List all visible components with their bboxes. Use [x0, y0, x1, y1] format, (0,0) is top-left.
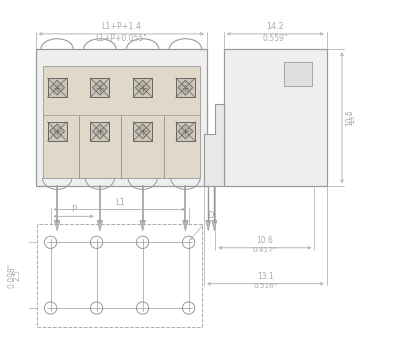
Bar [178, 124, 193, 139]
Text: L1: L1 [115, 198, 124, 207]
Bar [36, 49, 207, 186]
Bar [133, 122, 152, 141]
Bar [92, 80, 107, 95]
Bar [38, 224, 202, 326]
Text: P: P [71, 205, 76, 214]
Bar [48, 122, 67, 141]
Text: 2.5: 2.5 [12, 269, 21, 281]
Text: 13": 13" [350, 111, 356, 124]
Bar [176, 122, 195, 141]
Polygon shape [204, 104, 224, 186]
Polygon shape [97, 220, 103, 231]
Bar [133, 78, 152, 97]
Text: 10.6: 10.6 [256, 236, 273, 245]
Polygon shape [183, 220, 188, 231]
Polygon shape [206, 220, 211, 231]
Polygon shape [140, 220, 146, 231]
Text: 10.5: 10.5 [345, 109, 354, 126]
Bar [50, 80, 64, 95]
Bar [90, 78, 110, 97]
Text: D: D [191, 211, 214, 239]
Bar [48, 78, 67, 97]
Text: 13.1: 13.1 [257, 272, 274, 281]
Bar [176, 78, 195, 97]
Bar [135, 80, 150, 95]
Text: 14.2: 14.2 [266, 22, 284, 31]
Bar [284, 62, 312, 86]
Bar [178, 80, 193, 95]
Text: 0.516": 0.516" [253, 283, 278, 289]
Bar [90, 122, 110, 141]
Text: 0.098": 0.098" [7, 263, 16, 288]
Polygon shape [54, 220, 60, 231]
Text: 0.417": 0.417" [253, 247, 277, 254]
Polygon shape [212, 220, 217, 231]
Text: 0.559": 0.559" [263, 33, 288, 42]
Bar [135, 124, 150, 139]
Bar [42, 66, 200, 178]
Bar [50, 124, 64, 139]
Text: L1+P+1.4: L1+P+1.4 [101, 22, 141, 31]
Bar [224, 49, 327, 186]
Bar [92, 124, 107, 139]
Text: L1+P+0.055": L1+P+0.055" [96, 33, 147, 42]
